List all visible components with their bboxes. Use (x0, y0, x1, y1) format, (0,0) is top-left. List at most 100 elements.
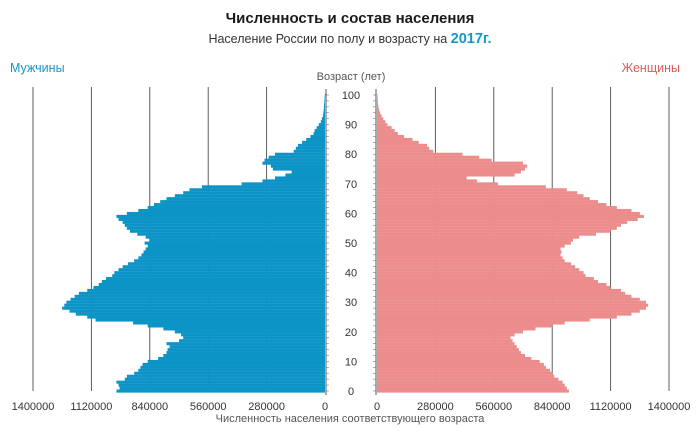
male-bar-age-100 (324, 93, 326, 97)
female-bar-age-89 (377, 126, 392, 130)
female-bar-age-74 (377, 170, 521, 174)
male-bar-age-14 (167, 348, 325, 352)
female-bar-age-94 (377, 111, 381, 115)
female-bar-age-67 (377, 191, 578, 195)
male-bar-age-87 (313, 132, 325, 136)
male-bar-age-94 (323, 111, 325, 115)
male-bar-age-61 (138, 208, 325, 213)
female-bar-age-46 (377, 253, 561, 257)
y-axis-label: Возраст (лет) (317, 71, 386, 83)
male-bar-age-99 (324, 96, 326, 100)
male-bar-age-74 (291, 170, 325, 174)
female-bar-age-92 (377, 117, 384, 121)
female-bar-age-23 (377, 321, 565, 325)
male-bar-age-75 (272, 167, 325, 171)
female-bar-age-28 (377, 306, 647, 310)
male-bar-age-64 (160, 200, 325, 204)
female-bar-age-3 (377, 380, 563, 384)
male-bar-age-54 (129, 229, 325, 233)
male-bar-age-41 (118, 268, 325, 272)
male-bar-age-67 (183, 191, 325, 195)
male-bar-age-72 (274, 176, 325, 180)
female-bar-age-8 (377, 365, 546, 369)
male-bar-age-90 (318, 123, 325, 127)
female-bars-group (377, 93, 649, 393)
female-bar-age-61 (377, 208, 632, 213)
female-bar-age-48 (377, 247, 561, 251)
male-bar-age-96 (323, 105, 325, 109)
female-bar-age-90 (377, 123, 388, 127)
male-bar-age-80 (274, 152, 325, 156)
female-bar-age-50 (377, 241, 571, 245)
male-bar-age-81 (293, 149, 325, 153)
female-bar-age-62 (377, 206, 617, 210)
female-bar-age-6 (377, 371, 553, 375)
age-tick-label-40: 40 (345, 268, 357, 280)
female-bar-age-69 (377, 185, 546, 189)
female-bar-age-21 (377, 327, 536, 331)
male-bar-age-92 (321, 117, 325, 121)
female-bar-age-15 (377, 345, 517, 349)
female-bar-age-78 (377, 158, 492, 162)
male-bar-age-17 (179, 339, 325, 343)
female-bar-age-34 (377, 288, 622, 292)
male-bar-age-77 (262, 161, 325, 165)
female-bar-age-14 (377, 348, 519, 352)
male-bar-age-20 (174, 330, 325, 334)
male-bar-age-45 (138, 256, 325, 260)
axis-layer: 0 10 20 30 40 50 60 70 80 90 100 1400000 1120000 8400… (12, 89, 690, 413)
male-bar-age-66 (174, 194, 325, 198)
female-bar-age-99 (377, 96, 378, 100)
female-bar-age-47 (377, 250, 562, 254)
male-bar-age-16 (166, 342, 325, 346)
male-bar-age-50 (144, 241, 325, 245)
male-bar-age-98 (324, 99, 325, 103)
female-bar-age-54 (377, 229, 611, 233)
male-bar-age-59 (116, 214, 325, 218)
female-bar-age-81 (377, 149, 434, 153)
male-bar-age-18 (183, 336, 325, 340)
female-bar-age-9 (377, 362, 544, 366)
male-bar-age-23 (133, 321, 325, 325)
male-x-tick-label-0: 1400000 (12, 401, 55, 413)
male-bar-age-91 (320, 120, 325, 124)
female-bar-age-64 (377, 200, 599, 204)
female-x-tick-label-2: 560000 (475, 401, 512, 413)
female-bar-age-27 (377, 309, 640, 313)
female-bar-age-4 (377, 377, 559, 381)
male-bars-group (62, 93, 326, 393)
male-bar-age-40 (114, 271, 325, 275)
male-bar-age-33 (78, 291, 325, 295)
male-bar-age-48 (145, 247, 325, 251)
female-bar-age-44 (377, 259, 565, 263)
female-bar-age-87 (377, 132, 398, 136)
female-bar-age-29 (377, 303, 649, 307)
male-bar-age-37 (101, 280, 325, 284)
female-bar-age-31 (377, 297, 640, 301)
female-bar-age-55 (377, 226, 617, 230)
male-bar-age-38 (106, 277, 325, 281)
female-bar-age-43 (377, 262, 571, 266)
female-bar-age-5 (377, 374, 555, 378)
male-bar-age-5 (126, 374, 325, 378)
female-bar-age-10 (377, 359, 540, 364)
male-bar-age-42 (122, 265, 325, 269)
male-x-tick-label-5: 0 (322, 401, 328, 413)
male-bar-age-1 (119, 386, 325, 390)
chart-title: Численность и состав населения (226, 10, 475, 27)
female-bar-age-40 (377, 271, 584, 275)
male-bar-age-11 (158, 356, 325, 361)
female-bar-age-71 (377, 179, 478, 183)
female-bar-age-82 (377, 146, 430, 150)
age-tick-label-10: 10 (345, 356, 357, 368)
age-tick-label-20: 20 (345, 327, 357, 339)
female-bar-age-93 (377, 114, 382, 118)
chart-subtitle-year: 2017г. (451, 31, 492, 47)
female-bar-age-16 (377, 342, 515, 346)
female-bar-age-85 (377, 137, 413, 142)
male-x-tick-label-4: 280000 (248, 401, 285, 413)
female-bar-age-60 (377, 211, 640, 216)
male-bar-age-2 (118, 383, 325, 387)
female-bar-age-39 (377, 274, 586, 278)
